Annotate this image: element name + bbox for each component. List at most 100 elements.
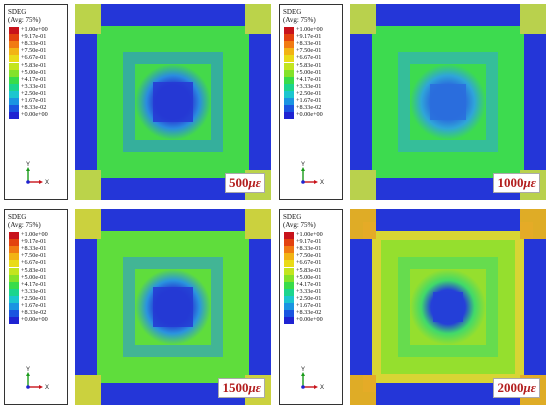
legend-level-label: +8.33e-02 — [296, 104, 322, 112]
strain-value: 1000 — [497, 175, 524, 190]
legend-swatch — [284, 90, 294, 98]
legend-swatch — [284, 260, 294, 268]
legend-swatch — [9, 239, 19, 247]
legend-swatch — [9, 55, 19, 63]
legend-swatch — [284, 69, 294, 77]
legend-swatch — [9, 105, 19, 113]
legend-swatch — [9, 41, 19, 49]
bottom-bar — [376, 383, 520, 405]
top-bar — [376, 4, 520, 26]
left-bar — [350, 239, 372, 375]
x-axis-label: X — [320, 180, 324, 186]
contour-panel-500: SDEG (Avg: 75%) +1.00e+00 +9.17e-01 +8.33e-0… — [0, 0, 275, 205]
legend-level-label: +8.33e-01 — [296, 40, 322, 48]
legend-level-label: +9.17e-01 — [296, 33, 322, 41]
legend-level-label: +1.67e-01 — [21, 302, 47, 309]
legend-level-label: +3.33e-01 — [21, 82, 47, 90]
corner-patch — [350, 209, 376, 239]
legend-level-label: +1.67e-01 — [296, 97, 322, 104]
x-axis-label: X — [45, 385, 49, 391]
corner-patch — [350, 4, 376, 34]
legend-level-label: +5.83e-01 — [296, 61, 322, 69]
left-bar — [75, 239, 97, 375]
legend-level-label: +1.00e+00 — [296, 231, 323, 238]
legend-swatch — [9, 303, 19, 310]
legend-swatch — [284, 76, 294, 84]
y-axis-label: Y — [26, 367, 30, 373]
contour-panel-1500: SDEG (Avg: 75%) +1.00e+00 +9.17e-01 +8.33e-0… — [0, 205, 275, 410]
legend-swatch — [284, 48, 294, 56]
legend-level-label: +4.17e-01 — [21, 75, 47, 83]
legend-swatch — [284, 303, 294, 310]
legend-level-label: +9.17e-01 — [296, 238, 322, 246]
legend-swatch — [9, 90, 19, 98]
legend-swatch — [284, 55, 294, 63]
legend-level-label: +9.17e-01 — [21, 238, 47, 246]
legend-level-label: +1.67e-01 — [296, 302, 322, 309]
legend-level-label: +4.17e-01 — [296, 75, 322, 83]
right-bar — [249, 34, 271, 170]
legend-subtitle: (Avg: 75%) — [8, 16, 41, 24]
legend: SDEG (Avg: 75%) +1.00e+00 +9.17e-01 +8.33e-0… — [279, 4, 343, 200]
legend-level-label: +1.67e-01 — [21, 97, 47, 104]
bottom-bar — [101, 383, 245, 405]
legend-title: SDEG — [283, 213, 302, 221]
legend-swatch — [284, 83, 294, 91]
contour-plot: 2000με — [350, 209, 546, 405]
legend-level-label: +5.83e-01 — [21, 61, 47, 69]
contour-plot: 500με — [75, 4, 271, 200]
legend-level-label: +8.33e-02 — [21, 309, 47, 317]
strain-value: 1500 — [222, 380, 249, 395]
legend-swatch — [284, 232, 294, 239]
legend-swatch — [9, 27, 19, 34]
legend-level-label: +2.50e-01 — [21, 89, 47, 97]
legend-level-label: +0.00e+00 — [21, 111, 48, 119]
legend-level-label: +6.67e-01 — [296, 54, 322, 62]
legend-swatch — [9, 281, 19, 289]
legend-swatch — [9, 246, 19, 254]
strain-value: 500 — [228, 175, 249, 190]
legend-swatch — [9, 317, 19, 325]
legend-level-label: +7.50e-01 — [21, 252, 47, 260]
contour-panel-1000: SDEG (Avg: 75%) +1.00e+00 +9.17e-01 +8.33e-0… — [275, 0, 550, 205]
contour-plot: 1000με — [350, 4, 546, 200]
z-axis-dot — [26, 180, 30, 184]
corner-patch — [350, 170, 376, 200]
legend-swatch — [9, 83, 19, 91]
strain-unit: με — [248, 380, 261, 395]
corner-patch — [75, 209, 101, 239]
legend-level-label: +2.50e-01 — [296, 294, 322, 302]
z-axis-dot — [301, 385, 305, 389]
top-bar — [376, 209, 520, 231]
legend-level-label: +0.00e+00 — [21, 316, 48, 324]
legend-level-label: +2.50e-01 — [21, 294, 47, 302]
legend-swatch — [9, 34, 19, 42]
legend-swatch — [284, 41, 294, 49]
corner-patch — [520, 209, 546, 239]
legend-level-label: +1.00e+00 — [21, 231, 48, 238]
legend-swatch — [284, 239, 294, 247]
y-axis-label: Y — [301, 367, 305, 373]
center-core — [433, 292, 463, 322]
legend-swatch — [284, 98, 294, 105]
legend-level-label: +7.50e-01 — [296, 252, 322, 260]
legend-swatch — [9, 260, 19, 268]
legend-level-label: +5.83e-01 — [296, 266, 322, 274]
legend-swatch — [284, 295, 294, 303]
legend-level-label: +6.67e-01 — [296, 259, 322, 267]
right-bar — [249, 239, 271, 375]
legend-swatch — [9, 288, 19, 296]
legend-level-label: +2.50e-01 — [296, 89, 322, 97]
corner-patch — [75, 170, 101, 200]
legend-level-label: +4.17e-01 — [296, 280, 322, 288]
legend-swatch — [9, 253, 19, 261]
center-core — [153, 82, 193, 122]
legend-level-label: +8.33e-02 — [296, 309, 322, 317]
legend-swatch — [284, 288, 294, 296]
z-axis-dot — [301, 180, 305, 184]
strain-value: 2000 — [497, 380, 524, 395]
legend-swatch — [9, 69, 19, 77]
legend-title: SDEG — [283, 8, 302, 16]
